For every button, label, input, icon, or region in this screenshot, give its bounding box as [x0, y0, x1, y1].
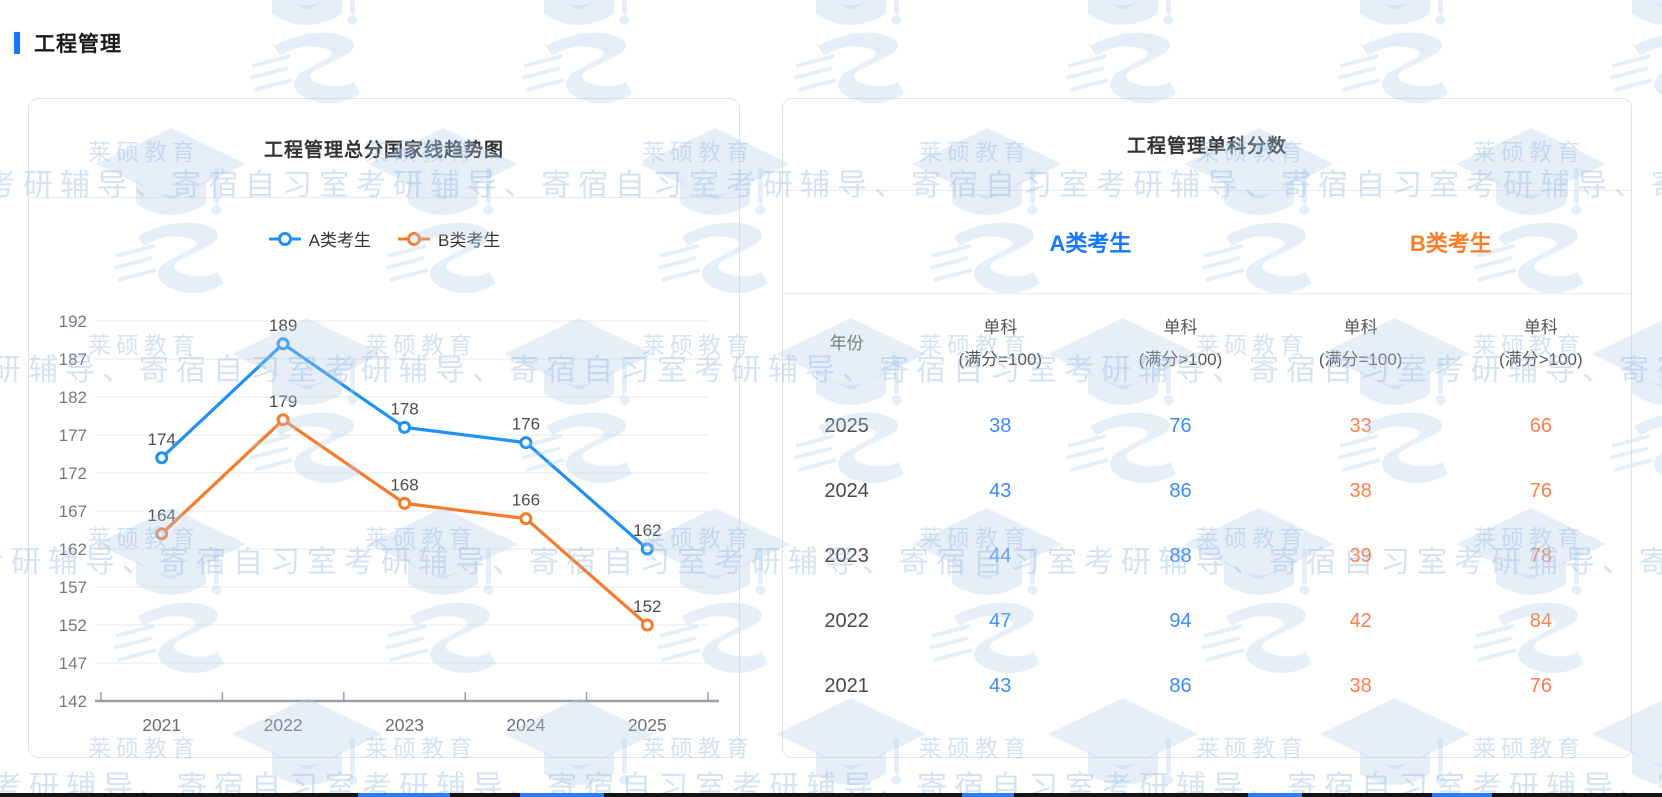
svg-text:172: 172: [59, 464, 87, 483]
table-row: 2025 38 76 33 66: [783, 394, 1631, 459]
column-header-a-single-gt: 单科 (满分>100): [1138, 317, 1223, 369]
section-header: 工程管理: [14, 28, 122, 58]
svg-text:2022: 2022: [264, 715, 303, 735]
legend-item-a[interactable]: A类考生: [268, 226, 371, 251]
year-cell: 2022: [824, 610, 869, 632]
svg-text:182: 182: [59, 388, 87, 407]
score-cell: 86: [1169, 675, 1192, 697]
svg-text:164: 164: [148, 506, 176, 525]
group-header-b: B类考生: [1409, 231, 1492, 256]
table-row: 2024 43 86 38 76: [783, 459, 1631, 524]
bottom-bar-segment: [1432, 793, 1492, 797]
legend-item-b[interactable]: B类考生: [397, 226, 500, 251]
score-cell: 86: [1169, 480, 1192, 502]
score-cell: 42: [1349, 610, 1372, 632]
table-row: 2022 47 94 42 84: [783, 589, 1631, 654]
bottom-bar-segment: [520, 793, 604, 797]
chart-title-block: 工程管理总分国家线趋势图: [29, 99, 739, 198]
year-cell: 2024: [824, 480, 869, 502]
svg-text:166: 166: [512, 491, 540, 510]
column-header-b-single: 单科 (满分=100): [1318, 317, 1403, 369]
score-cell: 84: [1529, 610, 1552, 632]
score-cell: 78: [1529, 545, 1552, 567]
bottom-bar: [0, 793, 1662, 797]
chart-title: 工程管理总分国家线趋势图: [263, 139, 504, 161]
svg-text:177: 177: [59, 426, 87, 445]
score-cell: 76: [1529, 480, 1552, 502]
svg-text:2021: 2021: [142, 715, 181, 735]
svg-text:2024: 2024: [506, 715, 545, 735]
legend-line-marker-icon: [398, 231, 430, 246]
bottom-bar-segment: [1248, 793, 1302, 797]
table-row: 2021 43 86 38 76: [783, 654, 1631, 719]
svg-text:176: 176: [512, 415, 540, 434]
table-title: 工程管理单科分数: [1126, 136, 1287, 157]
svg-text:174: 174: [148, 430, 176, 449]
svg-text:2023: 2023: [385, 715, 424, 735]
group-header-a: A类考生: [1049, 231, 1132, 256]
trend-line-chart: 192 187 182 177 172 167 162 157 152 147 142 2021 202…: [59, 312, 719, 735]
svg-text:142: 142: [59, 692, 87, 711]
table-row: 2023 44 88 39 78: [783, 524, 1631, 589]
table-group-header-row: A类考生 B类考生: [783, 191, 1631, 294]
svg-text:152: 152: [633, 597, 661, 616]
svg-text:168: 168: [390, 475, 418, 494]
svg-text:2025: 2025: [628, 715, 667, 735]
score-cell: 94: [1169, 610, 1192, 632]
column-header-b-single-gt: 单科 (满分>100): [1499, 317, 1583, 369]
table-column-header-row: 年份 单科 (满分=100) 单科 (满分>100) 单科 (满分=100) 单…: [783, 294, 1631, 394]
svg-text:189: 189: [269, 316, 297, 335]
score-cell: 76: [1529, 675, 1552, 697]
svg-text:152: 152: [59, 616, 87, 635]
table-title-block: 工程管理单科分数: [783, 99, 1631, 191]
svg-text:179: 179: [269, 392, 297, 411]
score-cell: 38: [1349, 480, 1372, 502]
svg-text:147: 147: [59, 654, 87, 673]
score-table-card: 工程管理单科分数 A类考生 B类考生 年份 单科 (满分=100) 单科 (满分…: [782, 98, 1632, 758]
year-cell: 2025: [824, 415, 869, 437]
legend-label: B类考生: [438, 231, 501, 250]
svg-text:178: 178: [390, 399, 418, 418]
score-cell: 38: [1349, 675, 1372, 697]
slogan-watermark: 考研辅导、寄宿自习室考研辅导、寄宿自习室考研辅导、寄宿自习室考研辅导、寄宿自习室…: [0, 771, 1662, 797]
table-body: 2025 38 76 33 66 2024 43 86 38 76 2023 44 88 39 78 2022…: [783, 394, 1631, 719]
score-cell: 88: [1169, 545, 1192, 567]
trend-chart-card: 工程管理总分国家线趋势图 A类考生 B类考生 192 187 182 177 172 167…: [28, 98, 740, 758]
score-cell: 43: [989, 480, 1012, 502]
chart-legend: A类考生 B类考生: [29, 226, 739, 251]
score-cell: 39: [1349, 545, 1372, 567]
svg-text:167: 167: [59, 502, 87, 521]
score-cell: 33: [1349, 415, 1372, 437]
svg-text:157: 157: [59, 578, 87, 597]
legend-line-marker-icon: [268, 231, 301, 246]
score-cell: 44: [989, 545, 1012, 567]
bottom-bar-segment: [962, 793, 1014, 797]
score-cell: 43: [989, 675, 1012, 697]
svg-text:162: 162: [59, 540, 87, 559]
accent-bar: [14, 32, 20, 54]
legend-label: A类考生: [308, 231, 371, 250]
column-header-a-single: 单科 (满分=100): [958, 317, 1043, 369]
bottom-bar-segment: [358, 793, 450, 797]
year-cell: 2021: [824, 675, 869, 697]
score-cell: 76: [1169, 415, 1192, 437]
score-cell: 47: [989, 610, 1012, 632]
svg-text:192: 192: [59, 312, 87, 331]
svg-text:187: 187: [59, 350, 87, 369]
svg-text:162: 162: [633, 521, 661, 540]
page-title: 工程管理: [34, 33, 122, 56]
score-cell: 38: [989, 415, 1012, 437]
score-cell: 66: [1529, 415, 1552, 437]
column-header-year: 年份: [829, 333, 864, 353]
year-cell: 2023: [824, 545, 869, 567]
